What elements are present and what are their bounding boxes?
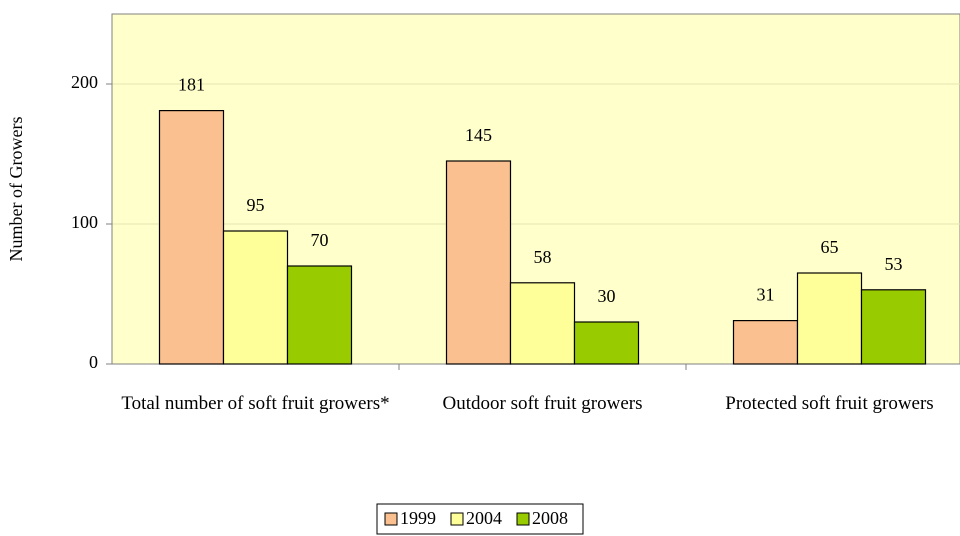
data-label: 30 xyxy=(598,286,616,306)
bar xyxy=(796,272,863,365)
legend-swatch xyxy=(384,512,398,526)
data-label: 145 xyxy=(465,125,492,145)
legend-label: 2008 xyxy=(532,508,568,528)
data-label: 31 xyxy=(757,285,775,305)
legend-label: 2004 xyxy=(466,508,502,528)
data-label: 65 xyxy=(821,237,839,257)
y-tick-label: 200 xyxy=(71,72,98,92)
legend-box xyxy=(376,503,584,535)
data-label: 70 xyxy=(311,230,329,250)
bar xyxy=(222,230,289,365)
x-tick-label: Total number of soft fruit growers* xyxy=(121,393,390,414)
data-label: 58 xyxy=(534,247,552,267)
y-axis-label: Number of Growers xyxy=(6,117,26,262)
y-tick-label: 0 xyxy=(89,352,98,372)
bar xyxy=(573,321,640,365)
data-label: 53 xyxy=(885,254,903,274)
data-label: 181 xyxy=(178,75,205,95)
bar xyxy=(158,109,225,365)
bar xyxy=(860,289,927,365)
bar xyxy=(286,265,353,365)
bar xyxy=(509,282,576,365)
legend-label: 1999 xyxy=(400,508,436,528)
x-tick-label: Protected soft fruit growers xyxy=(725,393,934,414)
legend-swatch xyxy=(516,512,530,526)
bar xyxy=(732,320,799,365)
legend-swatch xyxy=(450,512,464,526)
x-tick-label: Outdoor soft fruit growers xyxy=(442,393,643,414)
bar xyxy=(445,160,512,365)
data-label: 95 xyxy=(247,195,265,215)
y-tick-label: 100 xyxy=(71,212,98,232)
